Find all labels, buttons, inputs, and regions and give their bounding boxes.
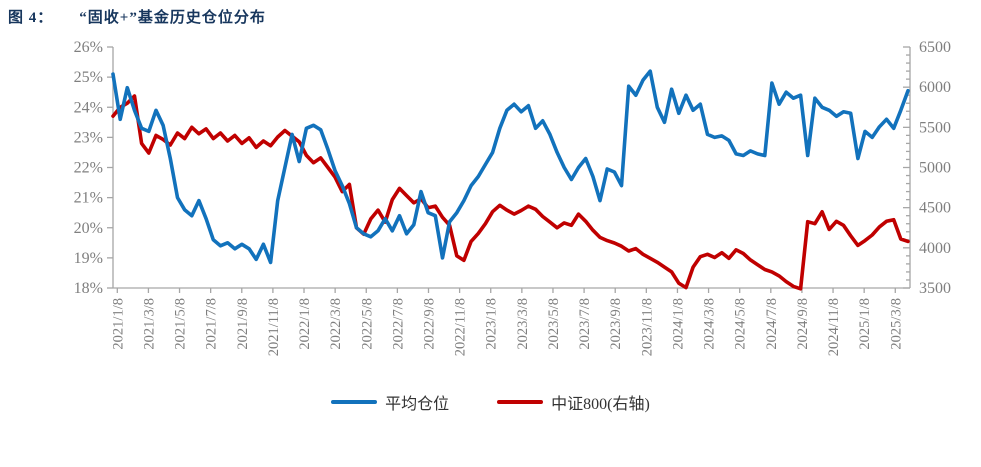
svg-text:2025/3/8: 2025/3/8 xyxy=(888,298,904,350)
svg-text:2021/9/8: 2021/9/8 xyxy=(235,298,251,350)
blue-line-swatch xyxy=(331,400,378,404)
legend-label: 中证800(右轴) xyxy=(551,396,650,413)
svg-text:2023/9/8: 2023/9/8 xyxy=(608,298,624,350)
svg-text:2025/1/8: 2025/1/8 xyxy=(857,298,873,350)
svg-text:2021/3/8: 2021/3/8 xyxy=(141,298,157,350)
svg-text:2024/7/8: 2024/7/8 xyxy=(764,298,780,350)
svg-text:20%: 20% xyxy=(74,220,103,237)
svg-text:2024/5/8: 2024/5/8 xyxy=(733,298,749,350)
red-line-swatch xyxy=(497,400,544,404)
left-axis-labels: 18% 19% 20% 21% 22% 23% 24% 25% 26% xyxy=(74,39,113,297)
svg-text:2022/7/8: 2022/7/8 xyxy=(390,298,406,350)
svg-text:2022/5/8: 2022/5/8 xyxy=(359,298,375,350)
svg-text:2021/1/8: 2021/1/8 xyxy=(110,298,126,350)
svg-text:25%: 25% xyxy=(74,69,103,86)
svg-text:2023/11/8: 2023/11/8 xyxy=(639,298,655,356)
legend-item-csi800: 中证800(右轴) xyxy=(497,390,650,414)
svg-text:5500: 5500 xyxy=(919,119,951,136)
svg-text:2023/1/8: 2023/1/8 xyxy=(484,298,500,350)
svg-text:18%: 18% xyxy=(74,280,103,297)
svg-text:4500: 4500 xyxy=(919,200,951,217)
svg-text:21%: 21% xyxy=(74,190,103,207)
legend-item-average-position: 平均仓位 xyxy=(331,390,449,414)
svg-text:2021/11/8: 2021/11/8 xyxy=(266,298,282,356)
svg-text:2022/1/8: 2022/1/8 xyxy=(297,298,313,350)
svg-text:24%: 24% xyxy=(74,99,103,116)
series-line-csi800 xyxy=(111,94,910,291)
series-line-average-position xyxy=(111,69,910,265)
x-axis-labels: 2021/1/8 2021/3/8 2021/5/8 2021/7/8 2021/9/8… xyxy=(110,288,904,356)
svg-text:2023/3/8: 2023/3/8 xyxy=(515,298,531,350)
svg-text:2023/5/8: 2023/5/8 xyxy=(546,298,562,350)
right-axis-labels: 3500 4000 4500 5000 5500 6000 6500 xyxy=(903,39,951,297)
svg-text:2024/9/8: 2024/9/8 xyxy=(795,298,811,350)
svg-text:2022/3/8: 2022/3/8 xyxy=(328,298,344,350)
svg-text:6000: 6000 xyxy=(919,79,951,96)
svg-text:2022/11/8: 2022/11/8 xyxy=(453,298,469,356)
legend-label: 平均仓位 xyxy=(385,396,450,413)
figure-title: 图 4： “固收+”基金历史仓位分布 xyxy=(8,4,266,28)
svg-text:22%: 22% xyxy=(74,160,103,177)
svg-text:2024/11/8: 2024/11/8 xyxy=(826,298,842,356)
svg-text:2024/1/8: 2024/1/8 xyxy=(670,298,686,350)
chart-legend: 平均仓位 中证800(右轴) xyxy=(0,390,981,414)
svg-text:3500: 3500 xyxy=(919,280,951,297)
svg-text:23%: 23% xyxy=(74,129,103,146)
svg-text:26%: 26% xyxy=(74,39,103,56)
svg-text:5000: 5000 xyxy=(919,160,951,177)
figure-title-text: “固收+”基金历史仓位分布 xyxy=(79,9,266,26)
figure-number: 图 4： xyxy=(8,9,54,26)
svg-text:19%: 19% xyxy=(74,250,103,267)
svg-text:2023/7/8: 2023/7/8 xyxy=(577,298,593,350)
svg-text:2024/3/8: 2024/3/8 xyxy=(702,298,718,350)
svg-text:2022/9/8: 2022/9/8 xyxy=(421,298,437,350)
svg-text:2021/7/8: 2021/7/8 xyxy=(204,298,220,350)
svg-text:4000: 4000 xyxy=(919,240,951,257)
axes xyxy=(112,47,911,289)
svg-text:6500: 6500 xyxy=(919,39,951,56)
svg-text:2021/5/8: 2021/5/8 xyxy=(173,298,189,350)
